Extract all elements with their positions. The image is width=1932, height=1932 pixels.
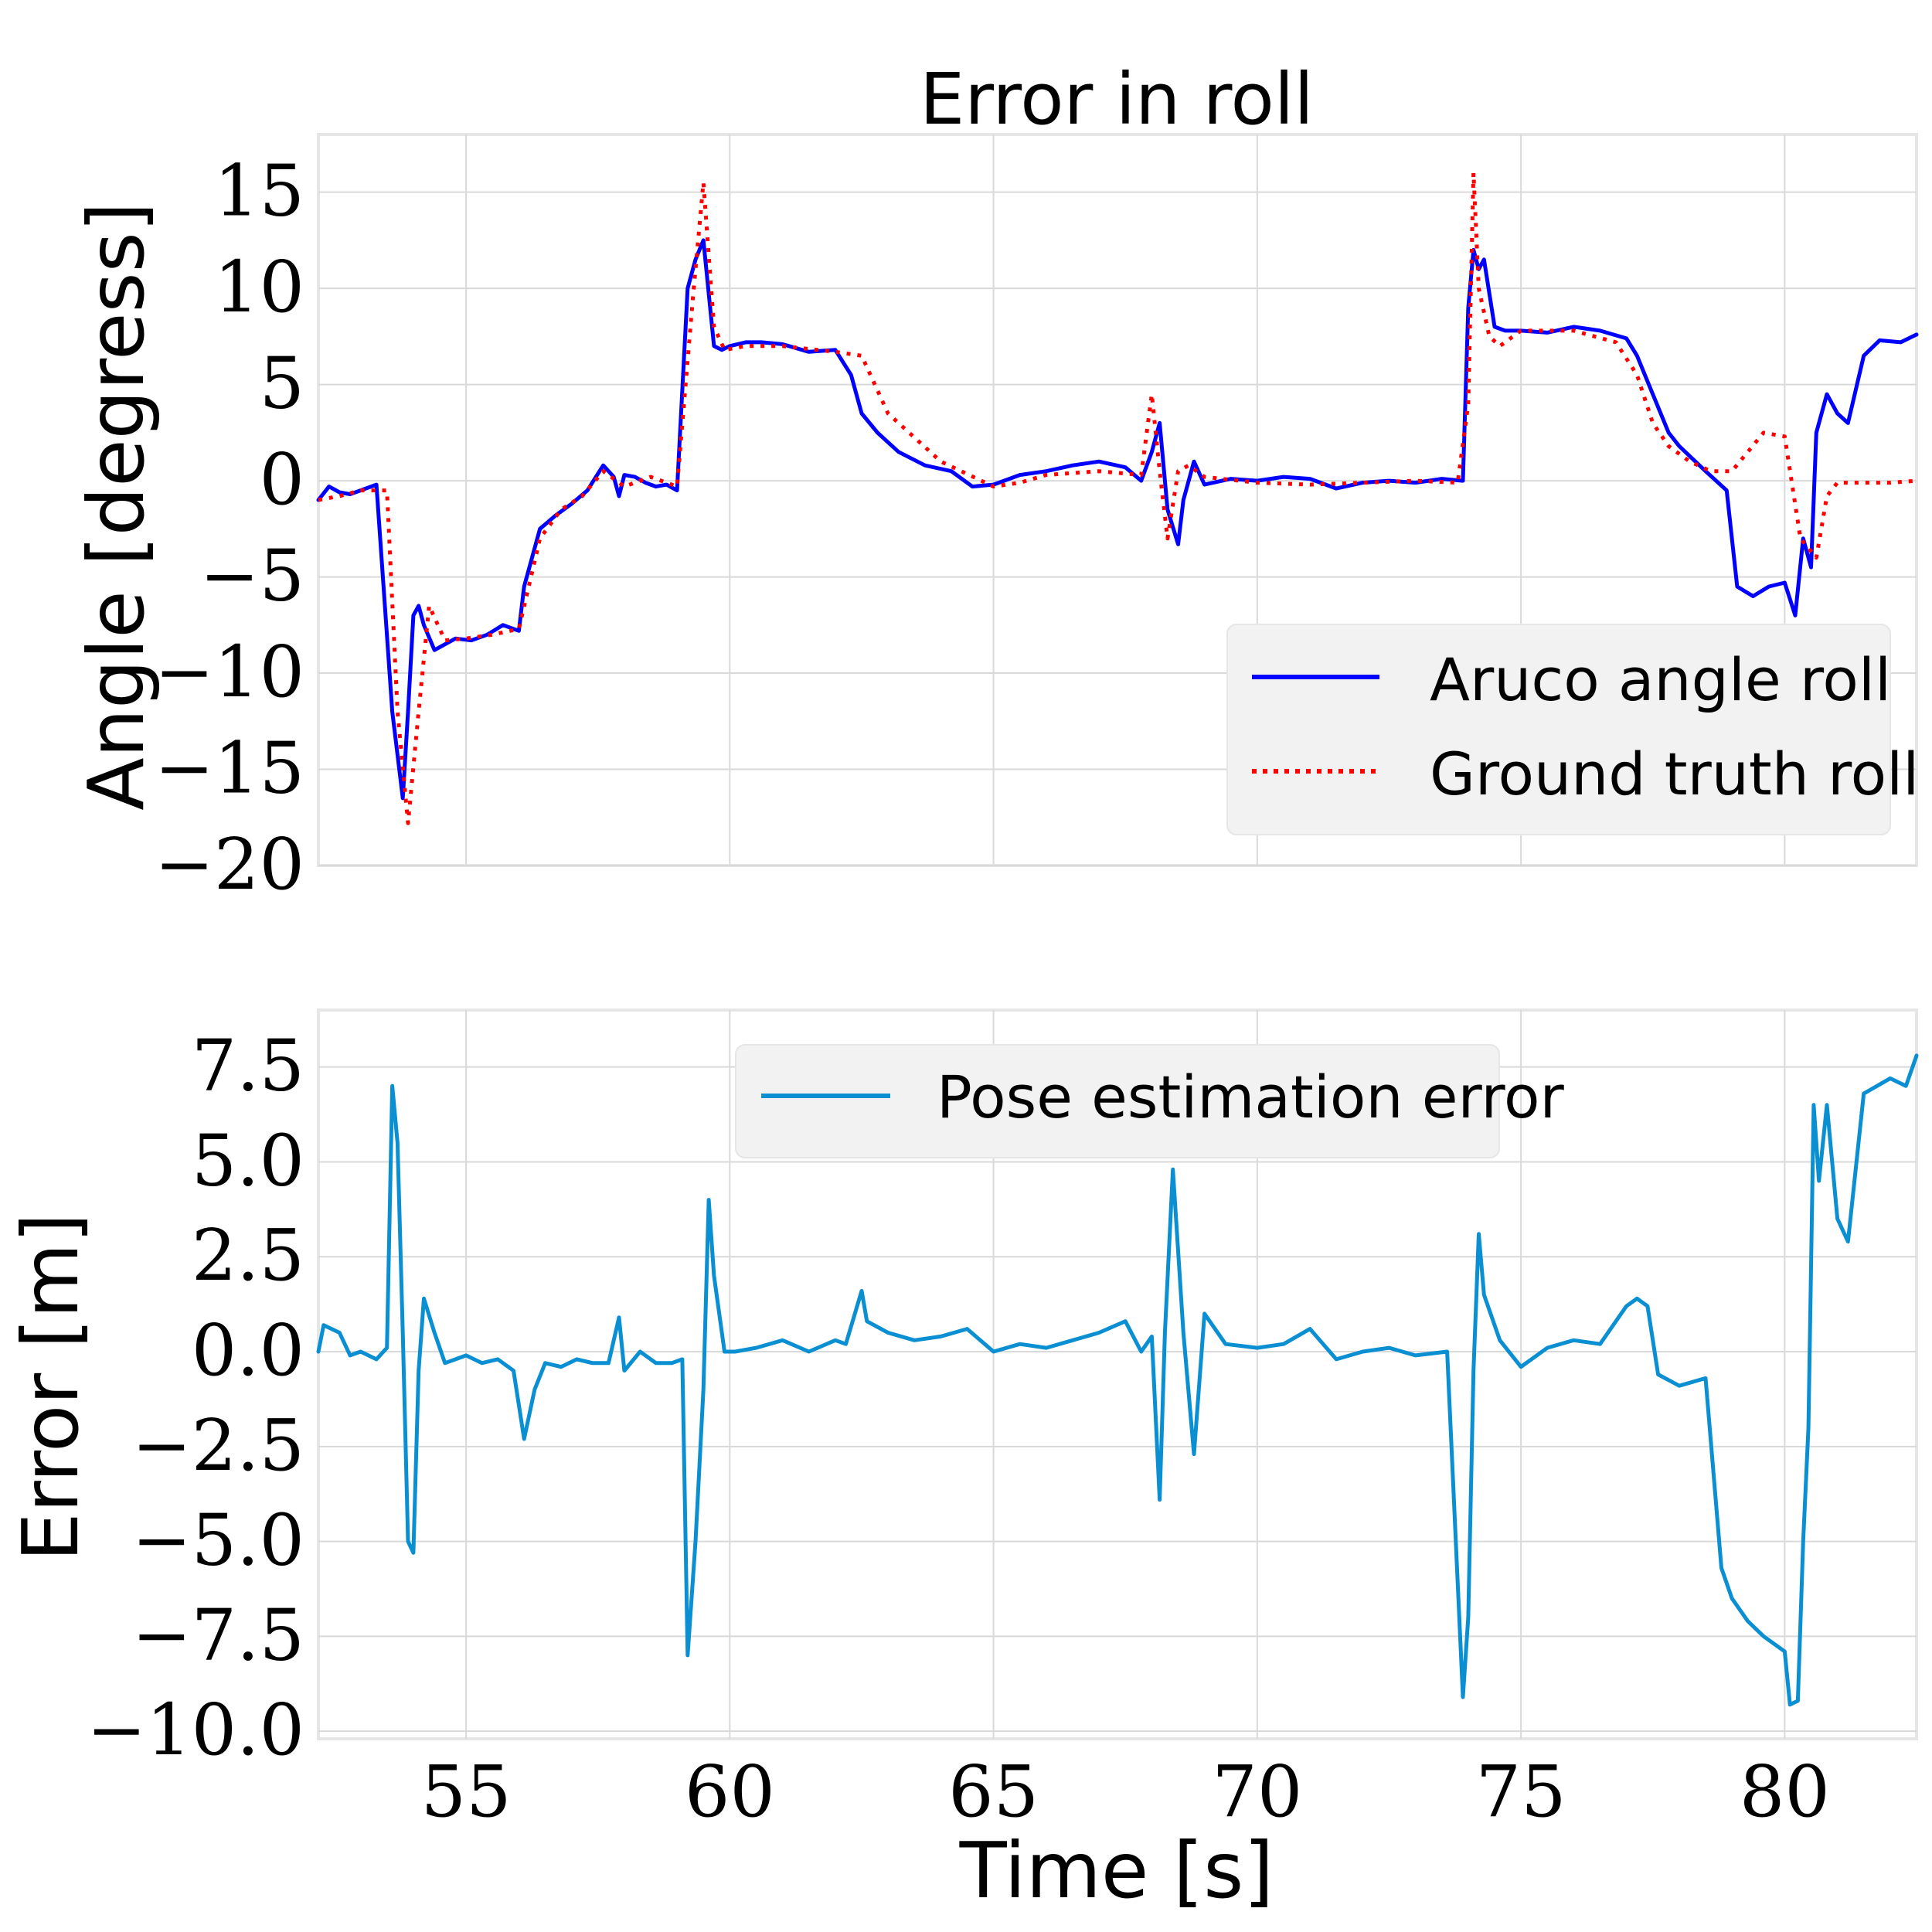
pose-error-y-tick-label-0: −10.0 — [87, 1689, 304, 1771]
x-tick-label-65: 65 — [948, 1750, 1039, 1833]
legend-label-ground-truth-roll: Ground truth roll — [1430, 740, 1919, 808]
roll-y-tick-label-4: 0 — [259, 438, 304, 521]
pose-error-legend-box — [735, 1044, 1500, 1158]
pose-error-y-tick-label-6: 5.0 — [192, 1119, 304, 1202]
time-x-axis-label: Time [s] — [959, 1825, 1274, 1916]
roll-y-tick-label-0: −20 — [155, 823, 304, 906]
x-tick-label-70: 70 — [1212, 1750, 1302, 1833]
roll-y-tick-label-1: −15 — [155, 727, 304, 810]
roll-legend: Aruco angle roll Ground truth roll — [1226, 624, 1919, 835]
pose-error-y-tick-labels: −10.0 −7.5 −5.0 −2.5 0.0 2.5 5.0 7.5 — [87, 1025, 304, 1772]
pose-error-y-tick-label-5: 2.5 — [192, 1214, 304, 1297]
roll-legend-box — [1226, 624, 1891, 835]
roll-y-tick-label-5: 5 — [259, 342, 304, 425]
pose-error-y-tick-label-4: 0.0 — [192, 1309, 304, 1392]
roll-chart: −20 −15 −10 −5 0 5 10 15 Error in roll Angle [d… — [71, 58, 1919, 906]
x-tick-label-80: 80 — [1740, 1750, 1830, 1833]
x-tick-label-60: 60 — [685, 1750, 775, 1833]
roll-chart-title: Error in roll — [920, 58, 1314, 141]
roll-y-tick-label-7: 15 — [214, 150, 304, 233]
pose-error-legend: Pose estimation error — [735, 1044, 1564, 1158]
roll-y-tick-label-6: 10 — [214, 246, 304, 328]
roll-y-tick-label-3: −5 — [199, 535, 304, 617]
pose-error-x-tick-labels: 55 60 65 70 75 80 — [421, 1750, 1830, 1833]
roll-series-line-0 — [316, 238, 1919, 801]
roll-y-axis-label: Angle [degress] — [71, 202, 162, 811]
x-tick-label-75: 75 — [1476, 1750, 1566, 1833]
pose-error-y-tick-label-7: 7.5 — [192, 1025, 304, 1107]
x-tick-label-55: 55 — [421, 1750, 512, 1833]
roll-y-tick-labels: −20 −15 −10 −5 0 5 10 15 — [155, 150, 304, 906]
pose-error-series — [316, 1053, 1919, 1707]
pose-error-y-axis-label: Error [m] — [5, 1213, 96, 1562]
pose-error-y-tick-label-2: −5.0 — [132, 1499, 304, 1582]
pose-error-y-tick-label-1: −7.5 — [132, 1594, 304, 1676]
roll-y-tick-label-2: −10 — [155, 631, 304, 713]
legend-label-pose-error: Pose estimation error — [937, 1063, 1564, 1131]
pose-error-chart: −10.0 −7.5 −5.0 −2.5 0.0 2.5 5.0 7.5 55 60 65 70 75… — [5, 1009, 1919, 1916]
pose-error-y-tick-label-3: −2.5 — [132, 1404, 304, 1487]
roll-series — [316, 171, 1919, 825]
legend-label-aruco-roll: Aruco angle roll — [1430, 645, 1891, 714]
pose-error-series-line-0 — [316, 1053, 1919, 1707]
